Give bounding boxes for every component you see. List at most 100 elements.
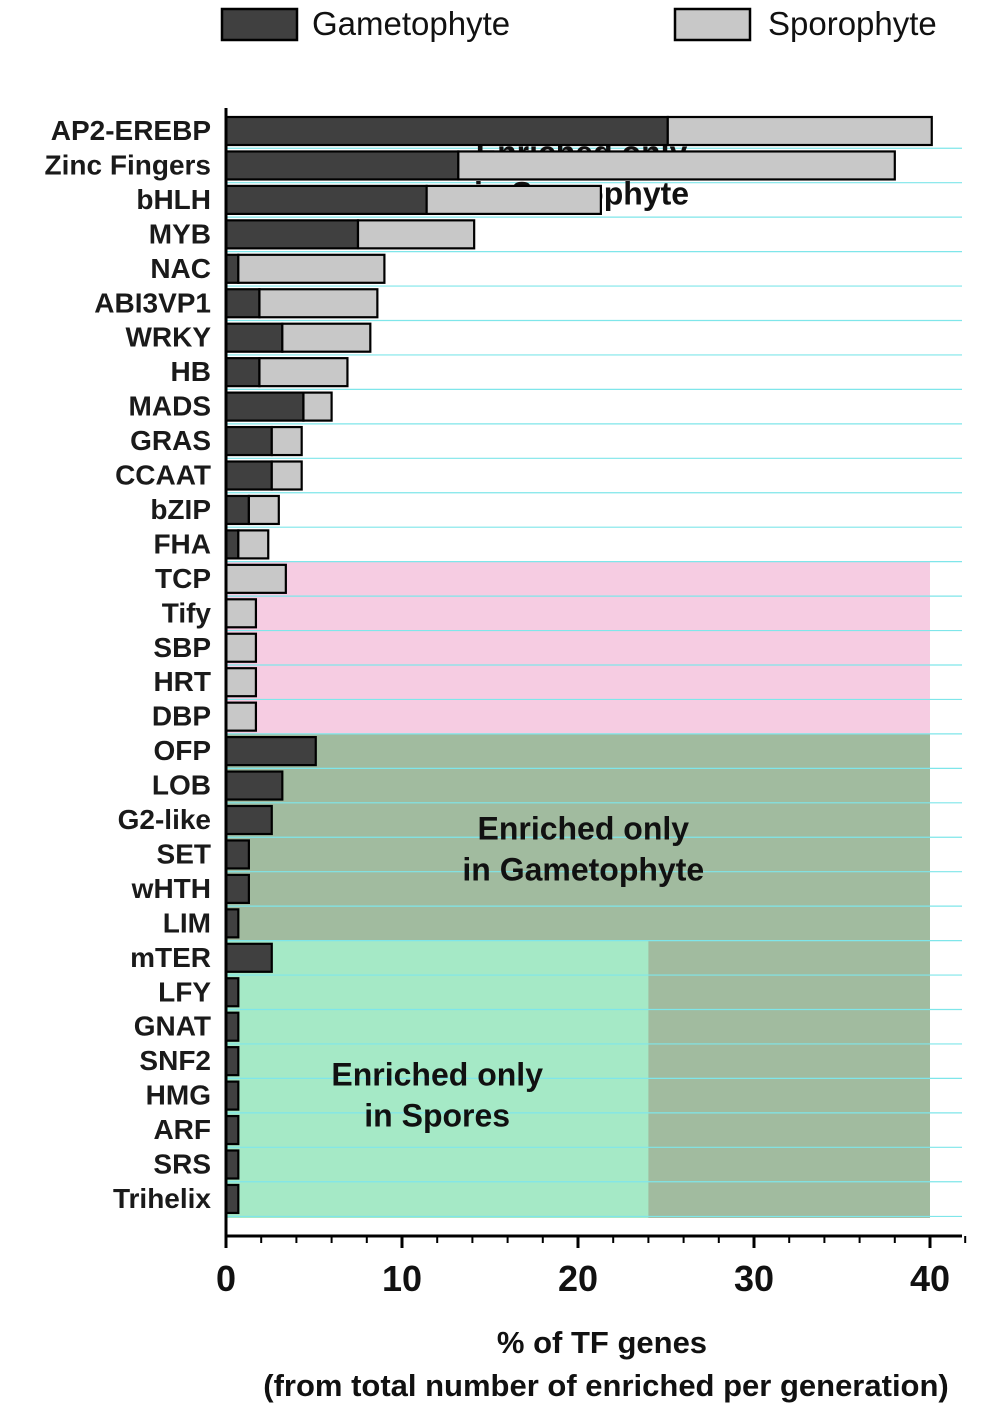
category-label-set: SET <box>157 838 211 869</box>
category-label-dbp: DBP <box>152 701 211 732</box>
bar-srs-gametophyte <box>224 1149 240 1180</box>
bar-tify-sporophyte <box>224 598 258 629</box>
category-label-ap2-erebp: AP2-EREBP <box>51 115 211 146</box>
x-axis: 0 10 20 30 40 <box>216 108 967 1299</box>
bar-dbp-sporophyte <box>224 701 258 732</box>
category-label-wrky: WRKY <box>125 322 211 353</box>
x-tick-label-40: 40 <box>910 1258 950 1299</box>
region-label-line2-in-spores: in Spores <box>364 1098 510 1134</box>
bar-bzip-sporophyte <box>247 494 280 526</box>
category-label-fha: FHA <box>153 528 211 559</box>
bar-ccaat-sporophyte <box>270 460 303 491</box>
category-label-whth: wHTH <box>131 873 211 904</box>
category-label-bhlh: bHLH <box>136 184 211 215</box>
category-label-mads: MADS <box>129 391 211 422</box>
bar-mads-gametophyte <box>224 391 305 422</box>
bar-myb-sporophyte <box>356 219 476 250</box>
category-label-lob: LOB <box>152 770 211 801</box>
x-tick-label-30: 30 <box>734 1258 774 1299</box>
region-label-line2-in-gametophyte: in Gametophyte <box>462 851 704 887</box>
bar-arf-gametophyte <box>224 1114 240 1146</box>
legend-label-sporophyte: Sporophyte <box>768 5 937 42</box>
category-label-lim: LIM <box>163 907 211 938</box>
region-label-line1-in-gametophyte: Enriched only <box>477 810 689 846</box>
category-label-gras: GRAS <box>130 425 211 456</box>
category-label-arf: ARF <box>153 1114 211 1145</box>
bar-fha-sporophyte <box>237 529 270 560</box>
category-label-nac: NAC <box>150 253 211 284</box>
bar-hb-gametophyte <box>224 357 261 388</box>
category-label-hrt: HRT <box>153 666 211 697</box>
gridlines <box>226 147 962 1218</box>
bar-fha-gametophyte <box>224 529 240 560</box>
bar-sbp-sporophyte <box>224 632 258 663</box>
category-label-sbp: SBP <box>153 632 211 663</box>
bar-trihelix-gametophyte <box>224 1183 240 1215</box>
bars <box>224 115 933 1215</box>
bar-g2-like-gametophyte <box>224 804 273 836</box>
bar-hb-sporophyte <box>258 357 349 388</box>
bar-zinc-fingers-gametophyte <box>224 150 460 181</box>
bar-ccaat-gametophyte <box>224 460 273 491</box>
category-label-tcp: TCP <box>155 563 211 594</box>
category-label-tify: Tify <box>162 597 212 628</box>
legend: Gametophyte Sporophyte <box>220 5 937 42</box>
bar-abi3vp1-sporophyte <box>258 288 379 319</box>
category-label-bzip: bZIP <box>150 494 211 525</box>
bar-gras-sporophyte <box>270 425 303 457</box>
x-tick-label-20: 20 <box>558 1258 598 1299</box>
bar-bhlh-gametophyte <box>224 184 428 215</box>
bar-bhlh-sporophyte <box>425 184 602 215</box>
bar-lob-gametophyte <box>224 770 284 801</box>
category-label-hmg: HMG <box>146 1080 211 1111</box>
bar-wrky-sporophyte <box>281 322 372 353</box>
bar-zinc-fingers-sporophyte <box>457 150 896 181</box>
category-label-ccaat: CCAAT <box>115 460 211 491</box>
category-label-mter: mTER <box>130 942 211 973</box>
region-in-sporophyte <box>226 561 930 736</box>
bar-ap2-erebp-sporophyte <box>666 115 933 147</box>
x-axis-subtitle: (from total number of enriched per gener… <box>263 1368 949 1403</box>
bar-nac-gametophyte <box>224 253 240 284</box>
bar-wrky-gametophyte <box>224 322 284 353</box>
bar-nac-sporophyte <box>237 253 386 284</box>
bar-mads-sporophyte <box>302 391 333 422</box>
bar-lfy-gametophyte <box>224 977 240 1008</box>
bar-gnat-gametophyte <box>224 1011 240 1042</box>
region-in-spores <box>226 940 649 1218</box>
x-tick-label-0: 0 <box>216 1258 236 1299</box>
category-label-trihelix: Trihelix <box>113 1183 211 1214</box>
region-label-line1-in-spores: Enriched only <box>331 1057 543 1093</box>
bar-lim-gametophyte <box>224 908 240 939</box>
category-label-ofp: OFP <box>153 735 211 766</box>
category-label-lfy: LFY <box>158 976 211 1007</box>
x-tick-label-10: 10 <box>382 1258 422 1299</box>
bar-tcp-sporophyte <box>224 563 287 594</box>
bar-whth-gametophyte <box>224 873 250 905</box>
bar-set-gametophyte <box>224 839 250 870</box>
enrichment-regions <box>226 561 930 1218</box>
category-label-g2-like: G2-like <box>118 804 211 835</box>
bar-snf2-gametophyte <box>224 1046 240 1077</box>
category-label-snf2: SNF2 <box>139 1045 211 1076</box>
bar-abi3vp1-gametophyte <box>224 288 261 319</box>
legend-swatch-gametophyte <box>220 7 299 42</box>
category-label-abi3vp1: ABI3VP1 <box>94 287 211 318</box>
category-label-zinc-fingers: Zinc Fingers <box>45 149 211 180</box>
bar-mter-gametophyte <box>224 942 273 973</box>
bar-gras-gametophyte <box>224 425 273 457</box>
bar-hrt-sporophyte <box>224 667 258 698</box>
category-label-gnat: GNAT <box>134 1011 211 1042</box>
category-label-hb: HB <box>171 356 211 387</box>
legend-label-gametophyte: Gametophyte <box>312 5 510 42</box>
bar-bzip-gametophyte <box>224 494 250 526</box>
x-axis-title: % of TF genes <box>497 1325 707 1360</box>
bar-hmg-gametophyte <box>224 1080 240 1111</box>
bar-ap2-erebp-gametophyte <box>224 115 669 147</box>
bar-myb-gametophyte <box>224 219 360 250</box>
bar-ofp-gametophyte <box>224 735 317 767</box>
category-label-srs: SRS <box>153 1149 211 1180</box>
legend-swatch-sporophyte <box>673 7 752 42</box>
